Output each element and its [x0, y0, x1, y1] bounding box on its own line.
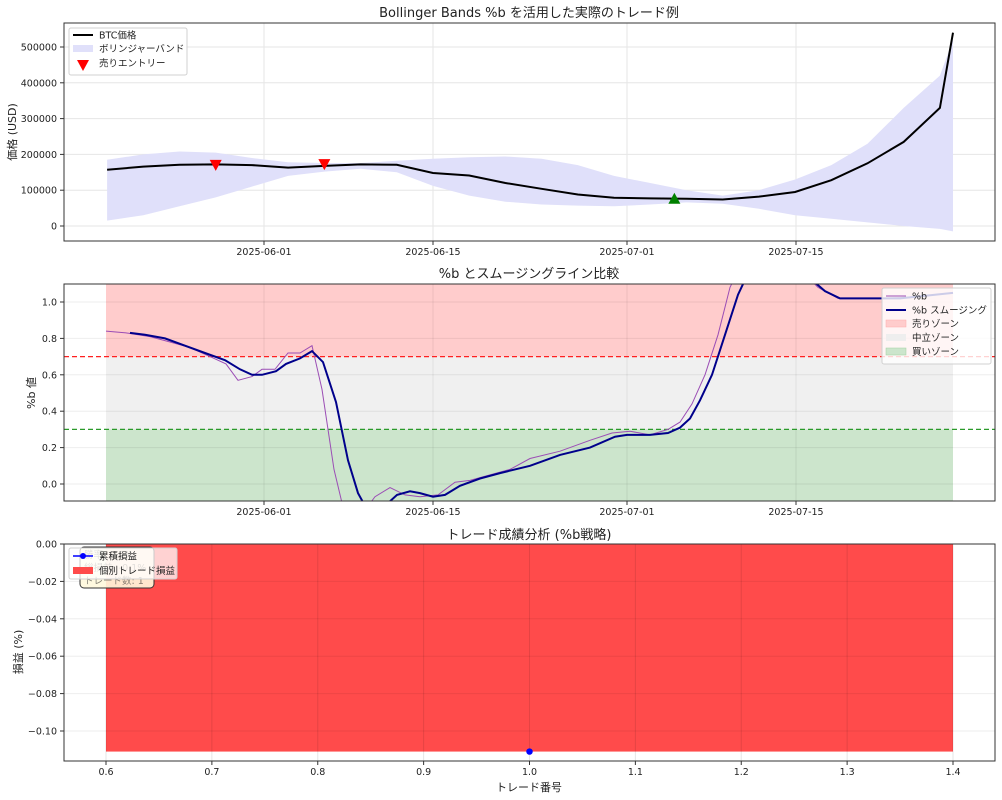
y-tick-label: −0.08 — [28, 689, 57, 700]
y-tick-label: 0.6 — [42, 370, 57, 381]
trade-chart-title: トレード成績分析 (%b戦略) — [447, 527, 612, 543]
price-legend: BTC価格 ボリンジャーバンド 売りエントリー — [68, 27, 188, 76]
x-tick-label: 2025-07-15 — [768, 507, 823, 518]
percent-b-panel: %b とスムージングライン比較 0.0 0.2 0.4 0.6 0.8 1.0 2025-… — [25, 267, 996, 518]
buy-entry-marker-icon — [668, 192, 681, 204]
x-tick-label: 2025-07-01 — [599, 507, 654, 518]
legend-cumulative-marker-icon — [80, 553, 86, 559]
legend-sell-zone-swatch-icon — [885, 319, 907, 328]
legend-label-smoothing: %b スムージング — [912, 305, 987, 317]
x-tick-label: 0.6 — [98, 767, 113, 778]
price-legend-box — [68, 27, 188, 76]
legend-neutral-zone-swatch-icon — [886, 334, 906, 341]
trade-pnl-bars — [106, 544, 953, 752]
entry-markers — [209, 159, 681, 204]
x-tick-label: 0.9 — [416, 767, 431, 778]
y-tick-label: −0.06 — [28, 652, 57, 663]
percent-b-y-label: %b 値 — [25, 377, 38, 409]
zone-fills — [106, 284, 953, 501]
legend-label-sell-zone: 売りゾーン — [912, 318, 959, 330]
percent-b-axes-frame — [63, 283, 996, 502]
price-y-label: 価格 (USD) — [5, 103, 19, 161]
y-tick-label: 0.4 — [42, 407, 57, 418]
trade-performance-panel: トレード成績分析 (%b戦略) 0.00 −0.02 −0.04 −0.06 −0.08… — [11, 527, 996, 794]
legend-label-individual: 個別トレード損益 — [99, 565, 176, 577]
sell-entry-marker-icon — [318, 159, 331, 171]
legend-label-band: ボリンジャーバンド — [99, 44, 184, 55]
x-tick-label: 2025-06-01 — [236, 507, 291, 518]
y-tick-label: 0.0 — [42, 480, 57, 491]
y-tick-label: 0.2 — [42, 443, 57, 454]
x-tick-label: 1.0 — [522, 767, 537, 778]
trade-y-ticks: 0.00 −0.02 −0.04 −0.06 −0.08 −0.10 — [28, 540, 64, 738]
x-tick-label: 2025-06-15 — [405, 507, 460, 518]
x-tick-label: 1.2 — [734, 767, 749, 778]
y-tick-label: −0.02 — [28, 577, 57, 588]
legend-label-neutral-zone: 中立ゾーン — [912, 332, 959, 344]
trade-legend-box — [68, 547, 178, 580]
trade-y-label: 損益 (%) — [11, 630, 25, 675]
x-tick-label: 0.7 — [204, 767, 219, 778]
y-tick-label: 300000 — [21, 114, 57, 125]
percent-b-raw-line — [105, 284, 954, 501]
zone-fill — [106, 284, 953, 357]
x-tick-label: 1.3 — [840, 767, 855, 778]
price-axes-frame — [63, 22, 996, 242]
x-tick-label: 0.8 — [310, 767, 325, 778]
y-tick-label: 0 — [51, 222, 57, 233]
zone-fill — [106, 356, 953, 430]
legend-band-swatch-icon — [73, 45, 93, 52]
percent-b-y-ticks: 0.0 0.2 0.4 0.6 0.8 1.0 — [42, 298, 64, 491]
trade-x-label: トレード番号 — [496, 781, 562, 794]
legend-label-buy-zone: 買いゾーン — [912, 347, 959, 358]
percent-b-gridlines — [64, 284, 995, 501]
legend-label-percent-b: %b — [912, 292, 927, 303]
legend-label-btc: BTC価格 — [99, 30, 137, 42]
y-tick-label: 1.0 — [42, 298, 57, 309]
bollinger-band-area — [107, 39, 954, 232]
trade-pnl-bar — [106, 544, 953, 752]
x-tick-label: 2025-06-15 — [405, 247, 460, 258]
sell-entry-marker-icon — [209, 159, 222, 171]
btc-price-line — [107, 32, 954, 201]
y-tick-label: 400000 — [21, 78, 57, 89]
price-x-ticks: 2025-06-01 2025-06-15 2025-07-01 2025-07-15 — [236, 241, 824, 258]
x-tick-label: 2025-07-15 — [768, 247, 823, 258]
cumulative-pnl-points — [526, 748, 533, 755]
trade-x-ticks: 0.6 0.7 0.8 0.9 1.0 1.1 1.2 1.3 1.4 — [98, 761, 961, 778]
percent-b-legend: %b %b スムージング 売りゾーン 中立ゾーン 買いゾーン — [881, 287, 992, 365]
legend-bar-swatch-icon — [73, 567, 93, 574]
legend-label-cumulative: 累積損益 — [99, 551, 138, 563]
trade-gridlines — [64, 543, 995, 761]
cumulative-pnl-point — [526, 748, 533, 755]
legend-label-sell: 売りエントリー — [99, 58, 166, 70]
y-tick-label: 500000 — [21, 43, 57, 54]
x-tick-label: 2025-06-01 — [236, 247, 291, 258]
legend-buy-zone-swatch-icon — [885, 347, 907, 356]
x-tick-label: 2025-07-01 — [599, 247, 654, 258]
y-tick-label: 100000 — [21, 186, 57, 197]
percent-b-chart-title: %b とスムージングライン比較 — [439, 267, 619, 282]
percent-b-legend-box — [881, 287, 992, 365]
price-panel: Bollinger Bands %b を活用した実際のトレード例 0 100000… — [5, 5, 996, 258]
y-tick-label: 0.00 — [36, 540, 57, 551]
sell-triangle-icon — [77, 60, 89, 71]
percent-b-x-ticks: 2025-06-01 2025-06-15 2025-07-01 2025-07-15 — [236, 501, 824, 518]
price-y-ticks: 0 100000 200000 300000 400000 500000 — [21, 43, 64, 233]
y-tick-label: 0.8 — [42, 334, 57, 345]
y-tick-label: 200000 — [21, 150, 57, 161]
threshold-lines — [64, 356, 995, 430]
x-tick-label: 1.1 — [628, 767, 643, 778]
x-tick-label: 1.4 — [945, 767, 960, 778]
trade-legend: 累積損益 個別トレード損益 — [68, 547, 178, 580]
y-tick-label: −0.04 — [28, 614, 57, 625]
percent-b-smooth-line — [129, 284, 954, 501]
y-tick-label: −0.10 — [28, 727, 57, 738]
price-chart-title: Bollinger Bands %b を活用した実際のトレード例 — [379, 5, 679, 21]
